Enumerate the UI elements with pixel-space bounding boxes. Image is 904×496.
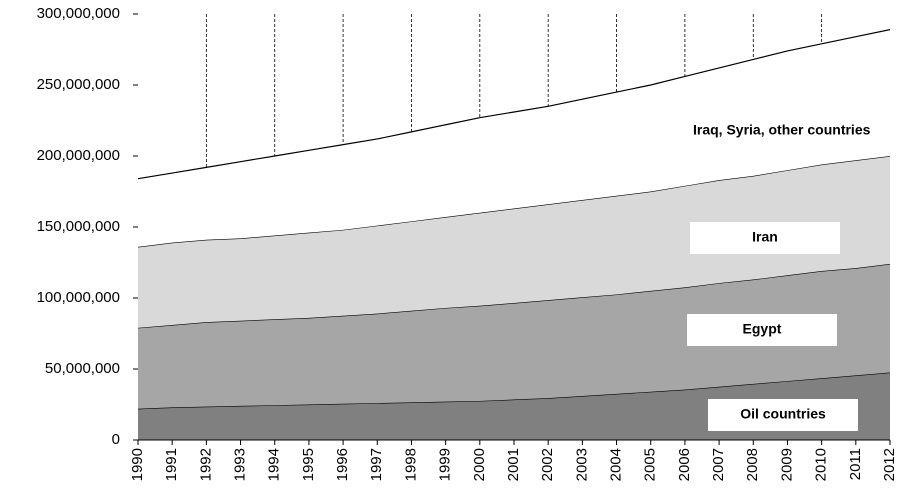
y-tick-label: 250,000,000: [37, 76, 120, 93]
label-box: [690, 222, 840, 254]
area: [138, 263, 890, 409]
x-tick-label: 2005: [642, 448, 659, 481]
label-box: [708, 399, 858, 431]
series-label: Iran: [752, 229, 778, 245]
x-tick-label: 2007: [710, 448, 727, 481]
area: [138, 29, 890, 247]
x-tick-label: 2003: [573, 448, 590, 481]
x-tick-label: 1993: [232, 448, 249, 481]
x-tick-label: 2004: [608, 448, 625, 481]
x-tick-label: 1991: [163, 448, 180, 481]
series-label: Egypt: [743, 321, 782, 337]
y-tick-label: 0: [112, 431, 120, 448]
label-box: [687, 314, 837, 346]
x-tick-label: 2009: [778, 448, 795, 481]
x-tick-label: 2006: [676, 448, 693, 481]
series-label: Iraq, Syria, other countries: [693, 122, 871, 138]
x-tick-label: 2000: [471, 448, 488, 481]
x-tick-label: 1994: [266, 448, 283, 481]
series-label: Oil countries: [740, 406, 826, 422]
x-tick-label: 1990: [129, 448, 146, 481]
y-tick-label: 200,000,000: [37, 147, 120, 164]
area: [138, 156, 890, 328]
x-tick-label: 1998: [402, 448, 419, 481]
x-tick-label: 1996: [334, 448, 351, 481]
x-tick-label: 1999: [437, 448, 454, 481]
x-tick-label: 1995: [300, 448, 317, 481]
x-tick-label: 1992: [197, 448, 214, 481]
area-edge: [137, 29, 891, 180]
x-tick-label: 2010: [813, 448, 830, 481]
y-tick-label: 300,000,000: [37, 5, 120, 22]
x-tick-label: 2008: [744, 448, 761, 481]
y-tick-label: 50,000,000: [45, 360, 120, 377]
x-tick-label: 2001: [505, 448, 522, 481]
x-tick-label: 1997: [368, 448, 385, 481]
x-tick-label: 2012: [881, 448, 898, 481]
y-tick-label: 150,000,000: [37, 218, 120, 235]
x-tick-label: 2011: [847, 448, 864, 480]
y-tick-label: 100,000,000: [37, 289, 120, 306]
x-tick-label: 2002: [539, 448, 556, 481]
area: [138, 372, 890, 440]
